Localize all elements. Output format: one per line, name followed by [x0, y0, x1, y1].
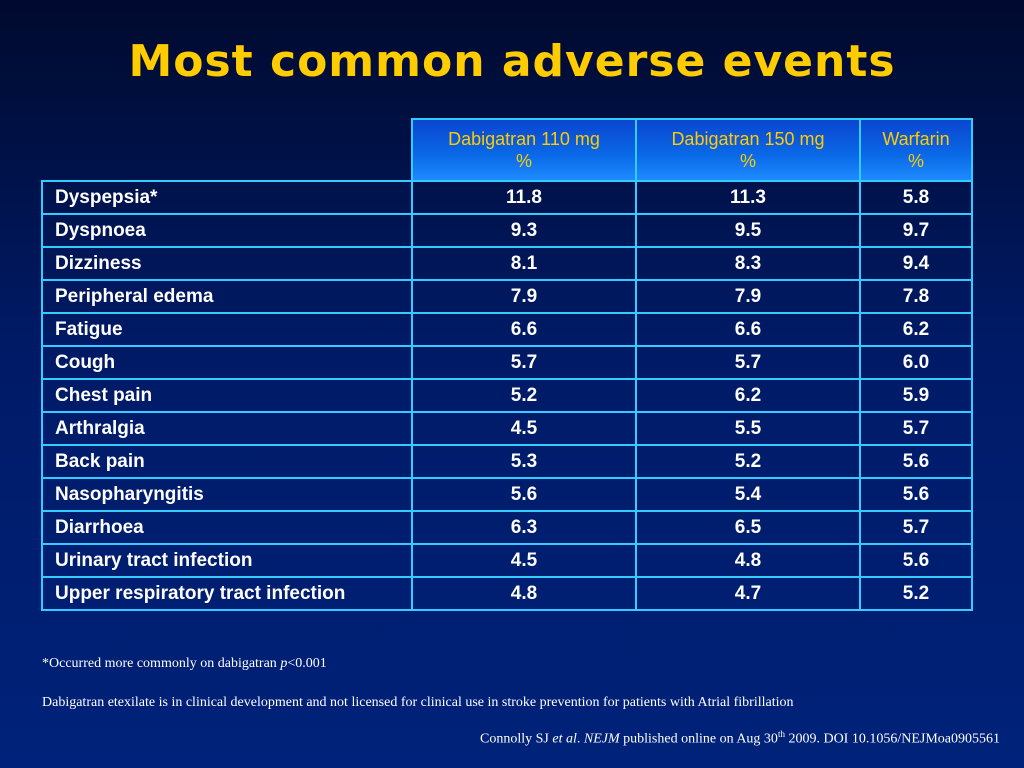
value-cell: 5.4 — [635, 477, 861, 512]
column-header-warfarin: Warfarin % — [859, 118, 973, 182]
citation-author: Connolly SJ — [480, 731, 553, 747]
value-cell: 4.5 — [411, 411, 637, 446]
value-cell: 5.2 — [859, 576, 973, 611]
value-cell: 5.9 — [859, 378, 973, 413]
footnote-p: p — [280, 656, 288, 671]
citation-etal: et al — [552, 731, 577, 747]
value-cell: 6.6 — [635, 312, 861, 347]
footnote-text: *Occurred more commonly on dabigatran — [42, 656, 281, 671]
value-cell: 5.6 — [859, 477, 973, 512]
column-header-dabigatran-110-name: Dabigatran 110 mg — [448, 129, 600, 149]
value-cell: 6.6 — [411, 312, 637, 347]
citation-sup: th — [777, 729, 785, 739]
table-row: Dyspnoea 9.3 9.5 9.7 — [41, 213, 973, 248]
citation-journal: NEJM — [583, 731, 620, 747]
table-row: Arthralgia 4.5 5.5 5.7 — [41, 411, 973, 446]
value-cell: 6.2 — [859, 312, 973, 347]
value-cell: 9.7 — [859, 213, 973, 248]
value-cell: 5.8 — [859, 180, 973, 215]
header-blank-cell — [42, 119, 412, 181]
value-cell: 6.5 — [635, 510, 861, 545]
row-label: Upper respiratory tract infection — [41, 576, 413, 611]
value-cell: 5.2 — [411, 378, 637, 413]
value-cell: 4.8 — [411, 576, 637, 611]
footnote: *Occurred more commonly on dabigatran p<… — [42, 656, 327, 672]
table-row: Chest pain 5.2 6.2 5.9 — [41, 378, 973, 413]
value-cell: 7.8 — [859, 279, 973, 314]
table-row: Nasopharyngitis 5.6 5.4 5.6 — [41, 477, 973, 512]
value-cell: 11.3 — [635, 180, 861, 215]
table-row: Dyspepsia* 11.8 11.3 5.8 — [41, 180, 973, 215]
value-cell: 5.5 — [635, 411, 861, 446]
table-row: Fatigue 6.6 6.6 6.2 — [41, 312, 973, 347]
value-cell: 9.4 — [859, 246, 973, 281]
row-label: Dyspepsia* — [41, 180, 413, 215]
value-cell: 5.7 — [411, 345, 637, 380]
column-header-dabigatran-110-unit: % — [515, 151, 532, 171]
value-cell: 11.8 — [411, 180, 637, 215]
row-label: Dyspnoea — [41, 213, 413, 248]
row-label: Arthralgia — [41, 411, 413, 446]
slide-title: Most common adverse events — [128, 36, 896, 87]
row-label: Cough — [41, 345, 413, 380]
value-cell: 5.7 — [635, 345, 861, 380]
value-cell: 7.9 — [635, 279, 861, 314]
column-header-dabigatran-150-name: Dabigatran 150 mg — [671, 129, 825, 149]
row-label: Dizziness — [41, 246, 413, 281]
citation-published: published online on Aug 30 — [619, 731, 778, 747]
row-label: Nasopharyngitis — [41, 477, 413, 512]
row-label: Peripheral edema — [41, 279, 413, 314]
column-header-dabigatran-150-unit: % — [739, 151, 756, 171]
value-cell: 4.8 — [635, 543, 861, 578]
value-cell: 5.6 — [859, 543, 973, 578]
citation: Connolly SJ et al. NEJM published online… — [480, 729, 1000, 748]
table-row: Peripheral edema 7.9 7.9 7.8 — [41, 279, 973, 314]
row-label: Chest pain — [41, 378, 413, 413]
value-cell: 7.9 — [411, 279, 637, 314]
value-cell: 4.7 — [635, 576, 861, 611]
column-header-warfarin-unit: % — [907, 151, 924, 171]
citation-doi: 2009. DOI 10.1056/NEJMoa0905561 — [784, 731, 1000, 747]
row-label: Diarrhoea — [41, 510, 413, 545]
value-cell: 5.2 — [635, 444, 861, 479]
column-header-dabigatran-110: Dabigatran 110 mg % — [411, 118, 637, 182]
value-cell: 5.6 — [411, 477, 637, 512]
value-cell: 5.7 — [859, 411, 973, 446]
column-header-dabigatran-150: Dabigatran 150 mg % — [635, 118, 861, 182]
table-row: Upper respiratory tract infection 4.8 4.7 5… — [41, 576, 973, 611]
table-row: Back pain 5.3 5.2 5.6 — [41, 444, 973, 479]
table-row: Diarrhoea 6.3 6.5 5.7 — [41, 510, 973, 545]
value-cell: 6.3 — [411, 510, 637, 545]
value-cell: 8.1 — [411, 246, 637, 281]
value-cell: 4.5 — [411, 543, 637, 578]
value-cell: 5.7 — [859, 510, 973, 545]
licensing-note: Dabigatran etexilate is in clinical deve… — [42, 695, 794, 710]
value-cell: 6.0 — [859, 345, 973, 380]
value-cell: 6.2 — [635, 378, 861, 413]
value-cell: 9.5 — [635, 213, 861, 248]
column-header-warfarin-name: Warfarin — [882, 129, 950, 149]
table-row: Cough 5.7 5.7 6.0 — [41, 345, 973, 380]
value-cell: 9.3 — [411, 213, 637, 248]
table-row: Urinary tract infection 4.5 4.8 5.6 — [41, 543, 973, 578]
table-row: Dizziness 8.1 8.3 9.4 — [41, 246, 973, 281]
row-label: Urinary tract infection — [41, 543, 413, 578]
row-label: Back pain — [41, 444, 413, 479]
row-label: Fatigue — [41, 312, 413, 347]
value-cell: 5.6 — [859, 444, 973, 479]
value-cell: 5.3 — [411, 444, 637, 479]
table-header-row: Dabigatran 110 mg % Dabigatran 150 mg % … — [42, 118, 973, 182]
adverse-events-table: Dabigatran 110 mg % Dabigatran 150 mg % … — [41, 118, 973, 611]
citation-dot: . — [576, 731, 584, 747]
footnote-threshold: <0.001 — [287, 656, 327, 671]
value-cell: 8.3 — [635, 246, 861, 281]
